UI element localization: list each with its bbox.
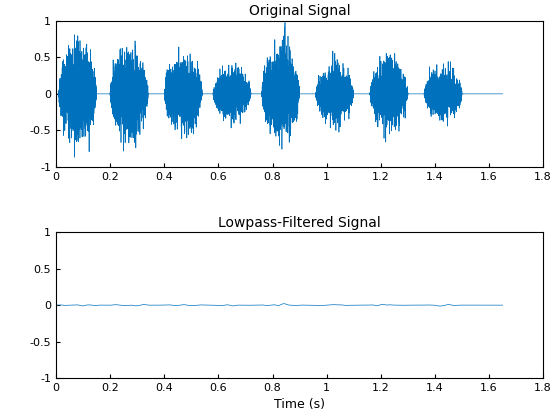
Title: Original Signal: Original Signal bbox=[249, 5, 351, 18]
X-axis label: Time (s): Time (s) bbox=[274, 399, 325, 412]
Title: Lowpass-Filtered Signal: Lowpass-Filtered Signal bbox=[218, 216, 381, 230]
